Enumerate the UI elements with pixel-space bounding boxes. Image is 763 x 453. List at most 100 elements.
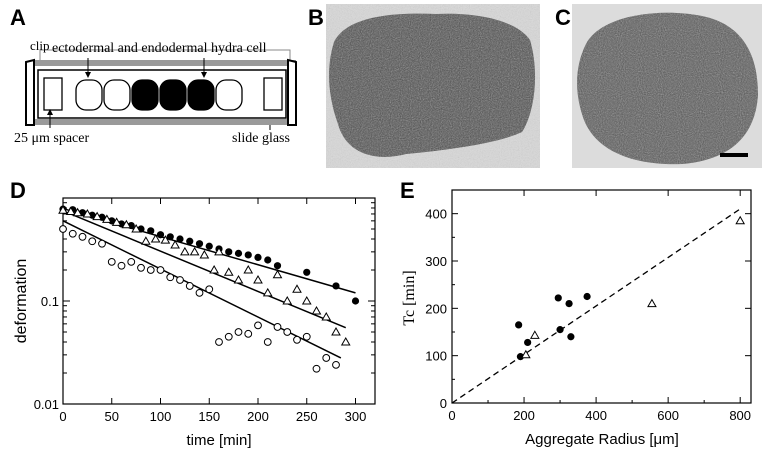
- x-tick-label: 250: [296, 409, 318, 424]
- y-tick-label: 300: [425, 254, 447, 269]
- arrow-spacer-head: [47, 109, 53, 115]
- data-point-open-triangle: [311, 305, 322, 315]
- hydra-cell: [75, 79, 103, 111]
- panel-e-letter: E: [400, 178, 415, 203]
- data-point-open-circle: [312, 364, 321, 373]
- x-tick-label: 800: [729, 408, 751, 423]
- data-point-open-triangle: [301, 295, 312, 305]
- data-point-filled-circle: [565, 300, 573, 308]
- data-point-open-circle: [234, 328, 243, 336]
- data-point-filled-circle: [234, 249, 243, 257]
- data-point-filled-circle: [351, 297, 360, 305]
- data-point-open-circle: [263, 338, 272, 346]
- panel-c-letter: C: [555, 5, 571, 30]
- data-point-open-triangle: [72, 207, 83, 217]
- slide-glass: [26, 119, 296, 125]
- data-point-open-circle: [68, 229, 77, 238]
- data-point-open-triangle: [262, 287, 273, 297]
- data-point-filled-circle: [176, 235, 184, 243]
- fit-line: [62, 220, 342, 359]
- chart-e-ylabel: Tc [min]: [401, 270, 418, 325]
- micrograph-b: [326, 4, 540, 168]
- data-point-open-triangle: [180, 246, 190, 256]
- data-point-open-triangle: [292, 284, 302, 293]
- data-point-open-triangle: [102, 214, 112, 223]
- data-point-open-circle: [283, 328, 292, 336]
- hydra-cell: [159, 79, 187, 111]
- data-point-open-circle: [205, 285, 214, 294]
- data-point-open-triangle: [65, 206, 76, 215]
- panel-d-letter: D: [10, 178, 26, 203]
- x-tick-label: 100: [150, 409, 172, 424]
- hydra-cell: [187, 79, 215, 111]
- x-tick-label: 200: [513, 408, 535, 423]
- data-point-open-triangle: [131, 223, 141, 233]
- data-point-open-triangle: [160, 235, 171, 244]
- data-point-filled-circle: [205, 242, 213, 250]
- data-point-open-circle: [127, 257, 136, 266]
- x-tick-label: 600: [657, 408, 679, 423]
- data-point-open-triangle: [233, 274, 244, 284]
- x-tick-label: 0: [59, 409, 66, 424]
- data-point-open-triangle: [209, 264, 219, 274]
- panel-b-letter: B: [308, 5, 324, 30]
- data-point-open-circle: [146, 266, 155, 274]
- data-point-filled-circle: [147, 227, 155, 235]
- data-point-open-circle: [78, 232, 87, 241]
- data-point-open-triangle: [529, 330, 540, 339]
- data-point-filled-circle: [195, 240, 204, 248]
- cells-label: ectodermal and endodermal hydra cell: [52, 41, 267, 56]
- data-point-open-triangle: [111, 217, 122, 226]
- data-point-open-triangle: [170, 239, 180, 249]
- data-point-open-triangle: [121, 219, 132, 229]
- chart-e: 0 200 400 600 800 0 100 200 300 400 Aggregate Rad…: [401, 189, 752, 448]
- data-point-open-circle: [59, 225, 67, 233]
- data-point-open-triangle: [735, 215, 746, 225]
- data-point-open-circle: [273, 323, 282, 331]
- reference-line: [451, 208, 741, 404]
- data-point-open-triangle: [647, 298, 657, 308]
- chart-e-xlabel: Aggregate Radius [μm]: [525, 431, 679, 448]
- chart-d-xlabel: time [min]: [186, 432, 251, 449]
- data-point-open-circle: [332, 360, 340, 369]
- y-tick-label: 100: [425, 349, 447, 364]
- x-tick-label: 150: [198, 409, 220, 424]
- data-point-open-triangle: [243, 264, 254, 274]
- data-point-filled-circle: [515, 321, 523, 329]
- data-point-open-circle: [293, 335, 301, 344]
- data-point-filled-circle: [244, 251, 252, 259]
- data-point-open-circle: [302, 332, 311, 341]
- arrow-ecto-head: [85, 72, 91, 78]
- data-point-open-triangle: [150, 233, 161, 243]
- spacer-right: [263, 77, 283, 111]
- arrow-endo-head: [201, 72, 207, 78]
- chart-d-frame: [62, 197, 376, 405]
- data-point-open-triangle: [520, 349, 531, 359]
- chart-e-ticks: 0 200 400 600 800 0 100 200 300 400: [425, 190, 751, 423]
- clip-label: clip: [30, 38, 50, 53]
- clip-right: [287, 58, 297, 126]
- data-point-open-triangle: [214, 246, 224, 256]
- data-point-open-circle: [98, 239, 106, 248]
- clip-outline: [39, 49, 291, 60]
- data-point-open-circle: [224, 332, 233, 341]
- data-point-open-triangle: [282, 295, 293, 305]
- chart-d-ticks: 0 50 100 150 200 250 300 0.01 0.1: [34, 198, 375, 424]
- data-point-open-circle: [156, 266, 165, 274]
- x-tick-label: 200: [247, 409, 269, 424]
- chart-e-frame: [451, 189, 752, 404]
- fit-line: [62, 210, 347, 329]
- data-point-filled-circle: [567, 333, 575, 341]
- chart-d-fits: [62, 207, 356, 359]
- chart-d-ylabel: deformation: [13, 259, 30, 344]
- data-point-open-circle: [185, 282, 194, 290]
- data-point-open-triangle: [189, 246, 200, 256]
- data-point-open-circle: [244, 329, 253, 338]
- cover-glass: [34, 60, 296, 66]
- hydra-cell: [103, 79, 131, 111]
- data-point-filled-circle: [254, 253, 262, 262]
- y-tick-label: 0.01: [34, 397, 59, 412]
- data-point-open-circle: [117, 261, 126, 270]
- scale-bar: [720, 153, 748, 157]
- data-point-filled-circle: [166, 233, 174, 241]
